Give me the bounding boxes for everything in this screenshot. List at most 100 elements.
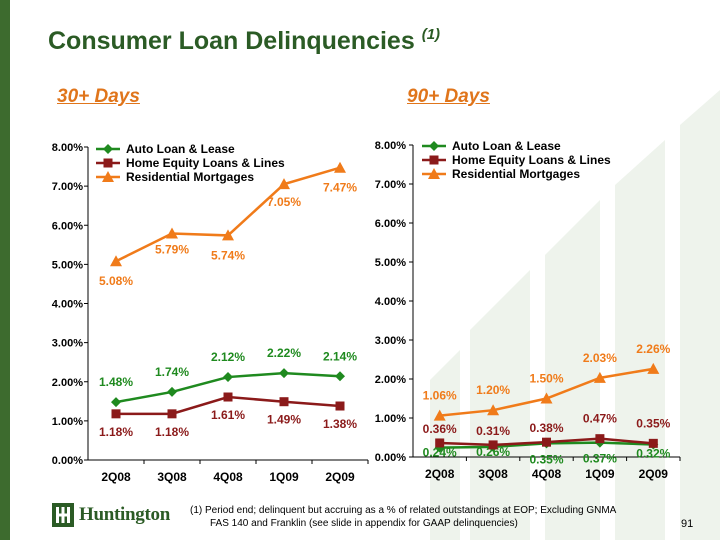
legend-marker-auto: [103, 144, 113, 154]
data-point-mortgage: [334, 161, 346, 173]
data-point-auto: [167, 386, 177, 397]
legend-marker-home-equity: [429, 155, 439, 165]
data-label-auto: 0.26%: [476, 445, 510, 459]
data-label-auto: 1.74%: [155, 365, 189, 379]
slide-title-text: Consumer Loan Delinquencies: [48, 27, 415, 55]
data-label-mortgage: 1.06%: [423, 389, 457, 403]
data-label-auto: 0.24%: [423, 446, 457, 460]
y-tick-label: 2.00%: [375, 374, 406, 386]
data-label-auto: 0.35%: [529, 452, 563, 466]
data-label-home-equity: 1.49%: [267, 413, 301, 427]
data-point-mortgage: [433, 409, 446, 421]
y-tick-label: 6.00%: [375, 218, 406, 230]
data-point-auto: [279, 368, 289, 379]
y-tick-label: 7.00%: [52, 181, 83, 193]
logo-wordmark: Huntington: [79, 504, 170, 525]
data-point-auto: [111, 397, 121, 408]
legend-label-auto: Auto Loan & Lease: [126, 142, 235, 156]
data-label-home-equity: 0.35%: [636, 416, 670, 430]
data-point-mortgage: [222, 229, 234, 241]
legend-label-home-equity: Home Equity Loans & Lines: [452, 153, 611, 167]
y-tick-label: 5.00%: [375, 257, 406, 269]
y-tick-label: 0.00%: [375, 452, 406, 464]
x-tick-label: 3Q08: [157, 470, 187, 484]
x-tick-label: 1Q09: [269, 470, 299, 484]
footnote-line-1: (1) Period end; delinquent but accruing …: [190, 505, 617, 516]
data-label-mortgage: 2.03%: [583, 351, 617, 365]
page-number: 91: [681, 518, 694, 530]
legend-label-mortgage: Residential Mortgages: [452, 167, 580, 181]
data-label-mortgage: 5.74%: [211, 248, 245, 262]
data-point-auto: [223, 372, 233, 383]
data-label-auto: 2.12%: [211, 350, 245, 364]
x-tick-label: 2Q08: [425, 467, 455, 481]
y-tick-label: 1.00%: [52, 416, 83, 428]
footnote-line-2: FAS 140 and Franklin (see slide in appen…: [210, 518, 518, 529]
data-label-mortgage: 2.26%: [636, 342, 670, 356]
title-footnote-ref: (1): [421, 26, 441, 43]
y-tick-label: 3.00%: [52, 338, 83, 350]
data-point-home-equity: [542, 437, 551, 447]
x-tick-label: 2Q09: [639, 467, 669, 481]
data-point-home-equity: [488, 440, 498, 450]
data-label-home-equity: 1.18%: [155, 425, 189, 439]
y-tick-label: 1.00%: [375, 413, 406, 425]
data-label-home-equity: 1.61%: [211, 408, 245, 422]
data-point-home-equity: [167, 409, 177, 419]
data-label-auto: 0.32%: [636, 447, 670, 461]
x-tick-label: 1Q09: [585, 467, 615, 481]
data-point-mortgage: [487, 404, 500, 416]
x-tick-label: 4Q08: [532, 467, 562, 481]
data-point-home-equity: [435, 438, 445, 448]
x-tick-label: 3Q08: [478, 467, 508, 481]
y-tick-label: 7.00%: [375, 179, 406, 191]
legend-marker-mortgage: [102, 171, 114, 182]
data-point-mortgage: [110, 255, 122, 267]
data-label-auto: 2.14%: [323, 349, 357, 363]
data-point-mortgage: [166, 227, 178, 239]
data-label-auto: 2.22%: [267, 346, 301, 360]
data-label-auto: 0.37%: [583, 452, 617, 466]
data-label-home-equity: 0.38%: [529, 421, 563, 435]
y-tick-label: 6.00%: [52, 220, 83, 232]
data-point-auto: [335, 371, 345, 382]
data-point-mortgage: [647, 362, 660, 374]
slide-title: Consumer Loan Delinquencies (1): [48, 26, 440, 56]
data-point-mortgage: [540, 392, 553, 404]
y-tick-label: 3.00%: [375, 335, 406, 347]
legend-marker-mortgage: [428, 168, 440, 179]
y-tick-label: 4.00%: [52, 299, 83, 311]
legend-marker-auto: [429, 141, 439, 151]
data-point-mortgage: [593, 371, 606, 383]
data-label-mortgage: 1.20%: [476, 383, 510, 397]
data-label-mortgage: 5.79%: [155, 242, 189, 256]
data-label-home-equity: 1.18%: [99, 425, 133, 439]
x-tick-label: 4Q08: [213, 470, 243, 484]
huntington-logo: Huntington: [52, 503, 170, 527]
data-label-home-equity: 0.31%: [476, 424, 510, 438]
footnote: (1) Period end; delinquent but accruing …: [190, 504, 616, 530]
data-point-home-equity: [648, 438, 658, 448]
data-point-home-equity: [111, 409, 121, 419]
legend-label-mortgage: Residential Mortgages: [126, 170, 254, 184]
y-tick-label: 2.00%: [52, 377, 83, 389]
data-point-home-equity: [595, 434, 605, 444]
legend-marker-home-equity: [103, 158, 113, 168]
huntington-logo-icon: [52, 503, 74, 527]
y-tick-label: 0.00%: [52, 455, 83, 467]
right-chart-heading: 90+ Days: [407, 86, 490, 107]
left-chart-heading: 30+ Days: [57, 86, 140, 107]
y-tick-label: 5.00%: [52, 259, 83, 271]
data-label-mortgage: 7.05%: [267, 195, 301, 209]
data-label-mortgage: 1.50%: [529, 372, 563, 386]
data-point-mortgage: [278, 178, 290, 190]
data-label-auto: 1.48%: [99, 375, 133, 389]
data-point-home-equity: [335, 401, 345, 411]
y-tick-label: 4.00%: [375, 296, 406, 308]
data-label-mortgage: 5.08%: [99, 274, 133, 288]
y-tick-label: 8.00%: [375, 140, 406, 152]
x-tick-label: 2Q08: [101, 470, 131, 484]
data-label-home-equity: 0.47%: [583, 412, 617, 426]
